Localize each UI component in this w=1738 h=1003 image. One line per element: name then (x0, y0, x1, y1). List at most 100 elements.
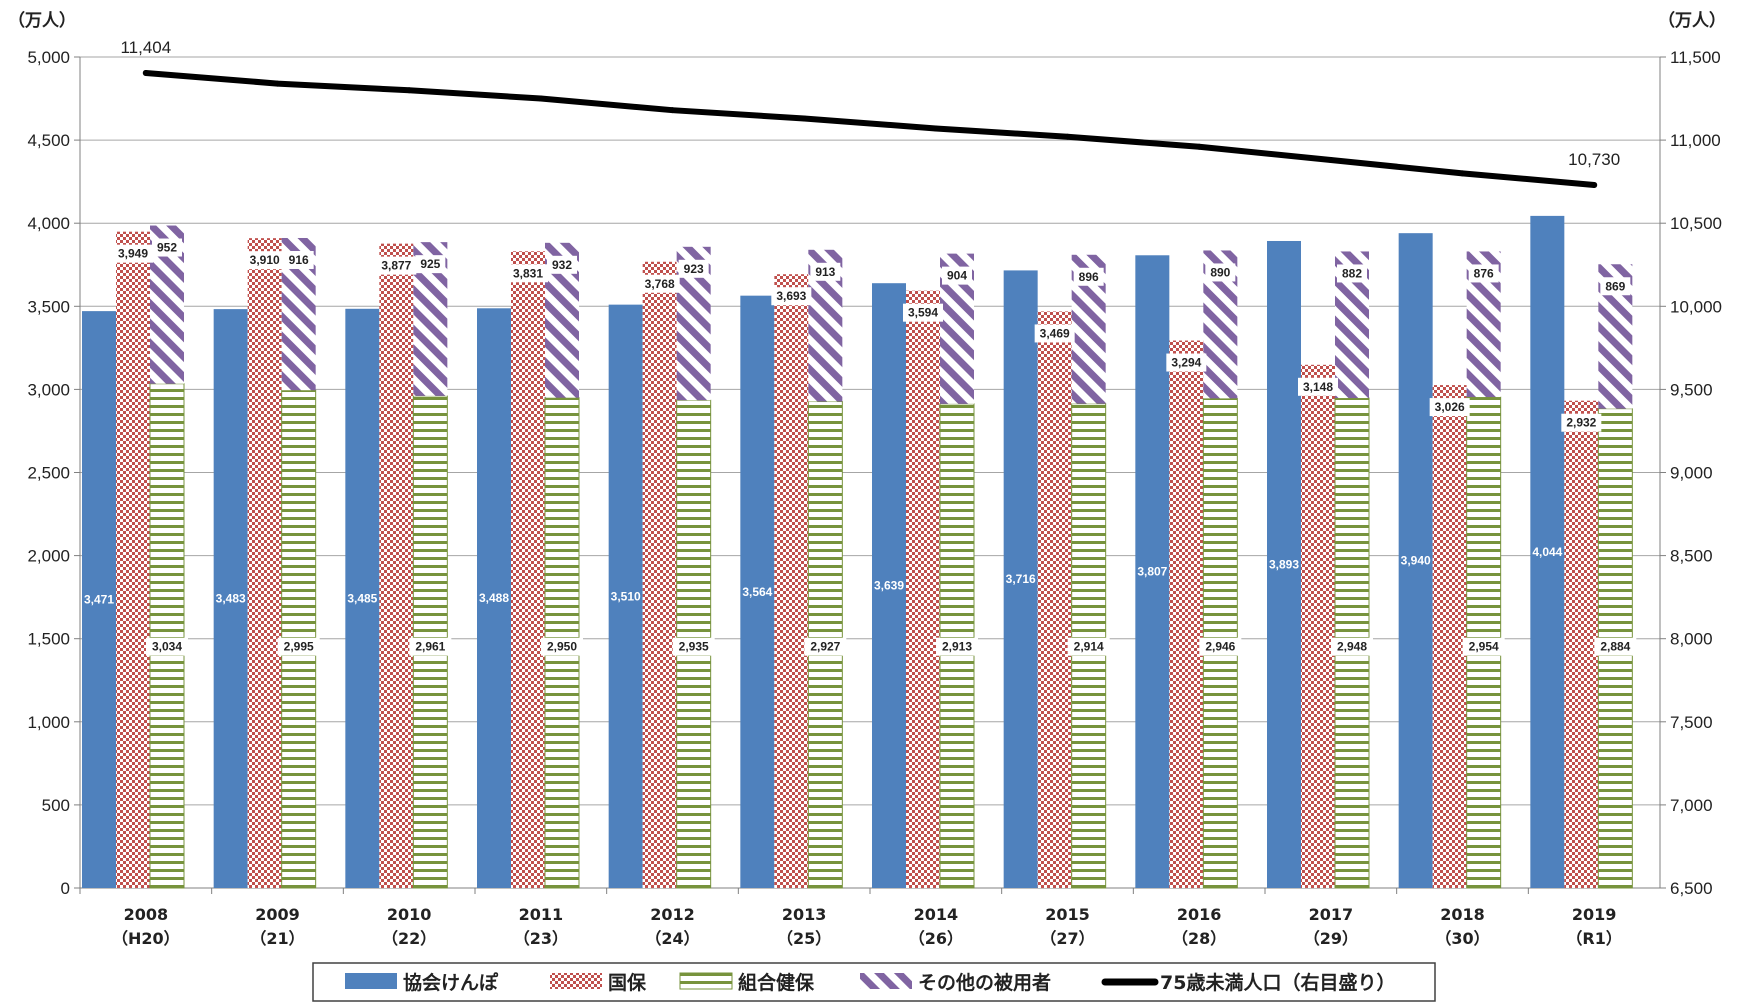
bar-kyokai (1530, 215, 1565, 888)
right-tick-label: 10,000 (1670, 297, 1722, 316)
bar-kyokai (213, 309, 248, 889)
right-tick-label: 6,500 (1670, 879, 1713, 898)
bar-kyokai (1398, 233, 1433, 888)
label-population: 10,730 (1568, 150, 1620, 169)
label-bg-kumiai (1199, 637, 1242, 656)
bar-kokuho (247, 238, 282, 888)
x-tick-sublabel: （23） (514, 929, 568, 948)
bar-kyokai (477, 308, 511, 888)
label-kumiai: 2,961 (415, 640, 445, 654)
label-kyokai: 3,485 (347, 591, 377, 605)
left-tick-label: 4,500 (27, 131, 70, 150)
label-kyokai: 3,564 (742, 585, 772, 599)
label-kokuho: 3,294 (1171, 356, 1201, 370)
label-kumiai: 3,034 (152, 640, 182, 654)
x-tick-label: 2016 (1177, 905, 1222, 924)
x-tick-sublabel: （25） (777, 929, 831, 948)
bar-kyokai (1135, 255, 1170, 888)
label-kokuho: 3,693 (776, 289, 806, 303)
point-population (1064, 133, 1071, 140)
label-bg-sonota (283, 250, 314, 269)
legend: 協会けんぽ 国保 組合健保 その他の被用者 75歳未満人口（右目盛り） (312, 962, 1436, 1002)
x-tick-label: 2017 (1309, 905, 1354, 924)
right-tick-label: 10,500 (1670, 214, 1722, 233)
left-tick-label: 4,000 (27, 214, 70, 233)
label-sonota: 876 (1474, 266, 1494, 280)
label-bg-kokuho (1298, 377, 1338, 396)
label-sonota: 904 (947, 269, 967, 283)
point-population (801, 115, 808, 122)
label-bg-sonota (547, 255, 577, 274)
label-bg-kumiai (672, 637, 715, 656)
axes: 0 500 1,000 1,500 2,000 2,500 3,000 3,500 4,000 4… (8, 10, 1726, 948)
right-tick-label: 9,500 (1670, 380, 1713, 399)
point-population (1196, 143, 1203, 150)
label-kokuho: 3,831 (513, 266, 543, 280)
point-population (537, 95, 544, 102)
x-tick-sublabel: （21） (250, 929, 304, 948)
label-kokuho: 3,949 (118, 247, 148, 261)
bar-kokuho (1037, 311, 1072, 888)
right-tick-label: 8,500 (1670, 547, 1713, 566)
label-bg-sonota (678, 259, 709, 278)
label-sonota: 913 (815, 265, 835, 279)
data-labels: 3,471 3,949 3,034 952 3,483 3,910 2,995 916 3,48… (84, 238, 1637, 656)
label-kyokai: 3,893 (1269, 557, 1299, 571)
label-bg-sonota (1468, 264, 1499, 283)
bar-kyokai (740, 295, 775, 888)
label-bg-kokuho (376, 256, 417, 275)
label-sonota: 925 (420, 257, 440, 271)
label-kyokai: 3,510 (611, 589, 641, 603)
left-tick-label: 2,000 (27, 547, 70, 566)
label-kyokai: 3,471 (84, 593, 114, 607)
label-bg-kokuho (113, 244, 153, 263)
legend-swatch (550, 973, 602, 989)
point-population (1327, 157, 1334, 164)
point-population (406, 87, 413, 94)
bar-kyokai (82, 311, 116, 888)
legend-swatch (679, 972, 733, 990)
label-bg-kumiai (277, 637, 320, 656)
label-kumiai: 2,946 (1205, 640, 1235, 654)
label-kyokai: 3,940 (1401, 554, 1431, 568)
legend-swatch (345, 973, 397, 989)
point-population (669, 107, 676, 114)
bar-kokuho (1169, 340, 1204, 888)
label-kumiai: 2,995 (284, 640, 314, 654)
left-tick-label: 2,500 (27, 464, 70, 483)
x-tick-sublabel: （28） (1172, 929, 1226, 948)
label-kokuho: 3,594 (908, 306, 938, 320)
bar-kyokai (1267, 240, 1301, 888)
bar-kyokai (608, 304, 643, 888)
point-population (274, 80, 281, 87)
label-sonota: 916 (289, 253, 309, 267)
legend-label: 国保 (608, 971, 647, 994)
label-kyokai: 3,483 (216, 592, 246, 606)
legend-label: その他の被用者 (918, 971, 1051, 994)
left-tick-label: 5,000 (27, 48, 70, 67)
label-bg-kumiai (409, 637, 452, 656)
label-bg-sonota (1337, 264, 1367, 283)
x-tick-label: 2012 (650, 905, 695, 924)
x-tick-sublabel: （30） (1435, 929, 1489, 948)
label-kokuho: 3,877 (381, 259, 411, 273)
x-tick-label: 2009 (255, 905, 300, 924)
label-sonota: 882 (1342, 266, 1362, 280)
label-bg-sonota (1600, 277, 1631, 296)
left-tick-label: 3,500 (27, 297, 70, 316)
label-bg-sonota (942, 266, 972, 285)
gridlines (80, 56, 1660, 806)
label-bg-kumiai (541, 637, 583, 656)
x-tick-label: 2008 (124, 905, 169, 924)
left-tick-label: 1,000 (27, 713, 70, 732)
population-line: 11,404 10,730 (120, 38, 1620, 188)
label-sonota: 890 (1210, 265, 1230, 279)
x-tick-label: 2010 (387, 905, 432, 924)
label-bg-kumiai (1331, 637, 1373, 656)
label-bg-kumiai (804, 637, 847, 656)
bar-kokuho (511, 251, 545, 889)
label-sonota: 896 (1079, 270, 1099, 284)
right-tick-label: 7,500 (1670, 713, 1713, 732)
